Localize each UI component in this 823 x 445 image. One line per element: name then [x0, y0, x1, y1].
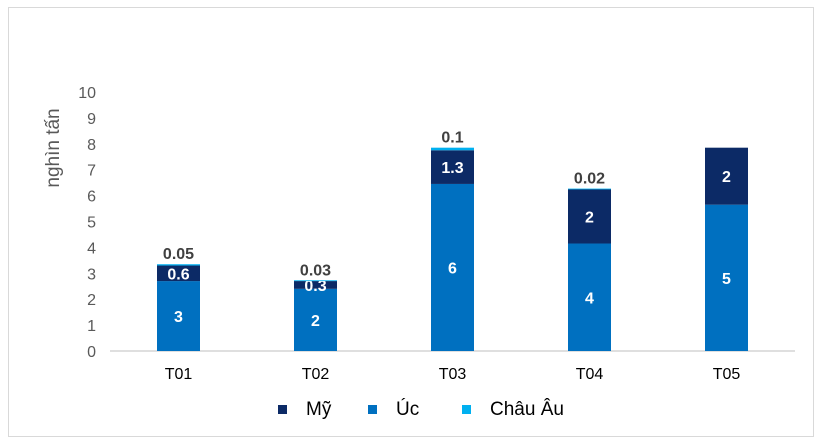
bar-segment: [431, 147, 474, 151]
data-label: 2: [311, 313, 320, 330]
y-axis-ticks: 0 1 2 3 4 5 6 7 8 9 10: [78, 85, 96, 361]
x-tick-label: T05: [713, 366, 741, 383]
data-label: 4: [585, 290, 594, 307]
bar-segment: [294, 288, 337, 351]
data-label: 2: [585, 209, 594, 226]
data-label: 3: [174, 309, 183, 326]
bar-segment: [157, 264, 200, 266]
x-axis-categories: T01 T02 T03 T04 T05: [165, 366, 741, 383]
data-label: 0.3: [304, 278, 326, 295]
bar-segment: [294, 281, 337, 289]
y-tick-label: 7: [87, 163, 96, 180]
bar-segment: [568, 188, 611, 190]
legend-swatch: [462, 405, 471, 414]
bar-segment: [568, 243, 611, 351]
y-tick-label: 5: [87, 215, 96, 232]
y-tick-label: 9: [87, 111, 96, 128]
y-tick-label: 3: [87, 266, 96, 283]
data-label: 0.6: [167, 266, 189, 283]
data-label: 0.03: [300, 262, 331, 279]
bar-segment: [294, 280, 337, 282]
x-tick-label: T04: [576, 366, 604, 383]
legend-label: Mỹ: [306, 399, 332, 420]
y-tick-label: 4: [87, 240, 96, 257]
data-label: 5: [722, 271, 731, 288]
bar-segment: [705, 147, 748, 205]
x-tick-label: T03: [439, 366, 467, 383]
legend-label: Châu Âu: [490, 398, 564, 420]
y-axis-label: nghìn tấn: [43, 108, 64, 187]
data-label: 0.05: [163, 246, 194, 263]
bar-segment: [157, 281, 200, 351]
data-label: 2: [722, 169, 731, 186]
bar-segment: [705, 204, 748, 351]
legend-swatch: [368, 405, 377, 414]
data-label: 6: [448, 260, 457, 277]
legend-label: Úc: [396, 398, 419, 420]
bar-segment: [431, 183, 474, 351]
y-tick-label: 0: [87, 344, 96, 361]
y-tick-label: 8: [87, 137, 96, 154]
legend: Mỹ Úc Châu Âu: [278, 398, 564, 420]
bar-segment: [431, 150, 474, 184]
y-tick-label: 2: [87, 292, 96, 309]
bar-segment: [568, 189, 611, 244]
y-tick-label: 10: [78, 85, 96, 102]
chart-frame: [8, 7, 814, 437]
y-tick-label: 1: [87, 318, 96, 335]
x-tick-label: T02: [302, 366, 330, 383]
bars: 3 0.6 0.05 2 0.30.03 6 1.3 0.1 4 2 0.02 5 2: [157, 130, 748, 351]
x-tick-label: T01: [165, 366, 193, 383]
data-label: 0.02: [574, 171, 605, 188]
bar-segment: [157, 265, 200, 282]
data-label: 0.1: [441, 130, 463, 147]
legend-swatch: [278, 405, 287, 414]
data-label: 1.3: [441, 160, 463, 177]
y-tick-label: 6: [87, 189, 96, 206]
